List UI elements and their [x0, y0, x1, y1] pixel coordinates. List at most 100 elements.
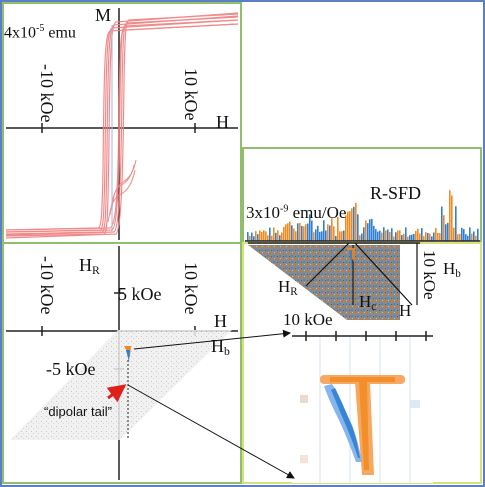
forc-dipolar-tail	[124, 346, 131, 440]
rsfd-bar	[401, 234, 403, 241]
hb-diagonal	[354, 242, 413, 306]
forc-tick-neg: -10 kOe	[37, 256, 57, 315]
rsfd-bar	[365, 220, 367, 241]
forc-rotated-field	[248, 245, 400, 320]
rsfd-bar	[257, 234, 259, 241]
rsfd-bar	[283, 226, 285, 241]
rsfd-bar	[397, 230, 399, 241]
forc-hr-label: HR	[79, 255, 100, 277]
rsfd-bar	[433, 232, 435, 241]
rsfd-title: R-SFD	[370, 183, 422, 203]
rsfd-bar	[439, 233, 441, 241]
rsfd-bar	[369, 219, 371, 241]
zoom-t-feature	[300, 375, 420, 475]
rsfd-bar	[447, 222, 449, 241]
rsfd-bar	[303, 226, 305, 241]
rsfd-bar	[353, 206, 355, 241]
rsfd-bar	[263, 230, 265, 241]
rsfd-bar	[463, 229, 465, 241]
forc-tick-pos: 10 kOe	[181, 262, 201, 315]
major-tick-neg: -10 kOe	[37, 64, 57, 123]
rsfd-bar	[417, 228, 419, 241]
zoom-connector-top	[133, 329, 291, 350]
rsfd-bar	[367, 223, 369, 241]
rsfd-bar	[441, 206, 443, 241]
rsfd-bar	[371, 218, 373, 241]
rsfd-bar	[395, 232, 397, 241]
rsfd-bar	[465, 234, 467, 241]
m-axis-label: M	[95, 5, 112, 25]
rsfd-bar	[389, 231, 391, 241]
rsfd-bar	[443, 215, 445, 241]
rsfd-bar	[253, 236, 255, 241]
rsfd-bar	[427, 232, 429, 241]
rsfd-bar	[313, 232, 315, 241]
zoom-connector-bottom	[127, 384, 295, 479]
rsfd-bar	[423, 236, 425, 241]
forc-h-label: H	[214, 311, 227, 331]
hysteresis-loops	[5, 12, 239, 239]
rsfd-bar	[445, 224, 447, 241]
rsfd-bar	[301, 225, 303, 241]
rsfd-bar	[259, 230, 261, 241]
rsfd-bar	[295, 231, 297, 241]
rsfd-tick-vert: 10 kOe	[420, 250, 439, 300]
rsfd-bar	[347, 211, 349, 241]
major-loop-scale: 4x10-5 emu	[4, 23, 76, 42]
rsfd-bar	[247, 232, 249, 241]
rsfd-bar	[407, 236, 409, 241]
rsfd-bar	[277, 230, 279, 241]
rsfd-bar	[361, 233, 363, 241]
dipolar-tail-annotation: “dipolar tail”	[44, 404, 112, 419]
rsfd-bar	[311, 220, 313, 241]
rsfd-bar	[469, 227, 471, 241]
rsfd-scale: 3x10-9 emu/Oe	[246, 203, 347, 222]
major-tick-pos: 10 kOe	[181, 68, 201, 121]
rsfd-bar	[363, 227, 365, 241]
rsfd-bar	[321, 231, 323, 241]
rsfd-bar	[429, 233, 431, 241]
rsfd-bar	[413, 233, 415, 241]
rsfd-bar	[455, 206, 457, 241]
rsfd-bar	[323, 220, 325, 241]
rsfd-bar	[275, 232, 277, 241]
rsfd-bar	[459, 233, 461, 241]
rsfd-bar	[343, 230, 345, 241]
forc-frame	[2, 242, 242, 484]
rsfd-bar	[419, 233, 421, 241]
rsfd-bar	[251, 232, 253, 241]
rsfd-bar	[379, 230, 381, 241]
rsfd-bar	[449, 190, 451, 241]
rsfd-bar	[375, 229, 377, 241]
rsfd-tick-10: 10 kOe	[283, 310, 333, 329]
rsfd-bar	[475, 235, 477, 241]
rsfd-bar	[317, 225, 319, 241]
rsfd-bar	[399, 230, 401, 241]
rsfd-bar	[377, 231, 379, 241]
rsfd-bar	[279, 235, 281, 241]
rsfd-bar	[391, 228, 393, 241]
rsfd-bar	[255, 231, 257, 241]
rsfd-bar	[409, 235, 411, 241]
rsfd-bar	[267, 235, 269, 241]
rsfd-hr-label: HR	[278, 277, 298, 298]
rsfd-bar	[271, 235, 273, 241]
hr-axis	[305, 242, 350, 287]
rsfd-bar	[473, 231, 475, 241]
rsfd-bar	[345, 215, 347, 241]
rsfd-bar	[425, 232, 427, 241]
rsfd-bar	[415, 231, 417, 241]
rsfd-bar	[289, 221, 291, 241]
rsfd-bar	[405, 227, 407, 241]
rsfd-bars	[247, 190, 479, 241]
rsfd-bar	[291, 225, 293, 241]
rsfd-bar	[451, 195, 453, 241]
rsfd-bar	[287, 223, 289, 241]
rsfd-bar	[383, 227, 385, 241]
rsfd-h-label: H	[399, 301, 412, 320]
rsfd-bar	[273, 227, 275, 241]
rsfd-bar	[333, 226, 335, 241]
forc-speckle-field	[10, 330, 232, 440]
